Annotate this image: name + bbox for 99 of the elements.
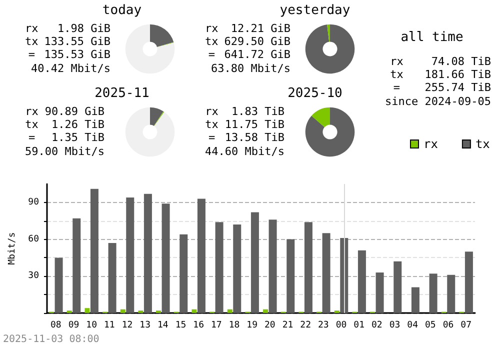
x-tick-label: 13 [140,320,151,330]
bar [215,222,224,313]
text: all time [400,30,464,45]
text: 1.98 GiB [56,22,110,35]
text: 181.66 TiB [424,68,491,81]
x-tick-label: 10 [86,320,98,330]
text: tx [25,118,39,131]
bar [394,261,402,313]
bar [84,308,90,313]
bar [429,274,438,313]
bar [250,212,259,313]
text: tx [205,35,218,48]
bar [144,194,152,313]
bar [120,309,126,313]
bar [197,198,206,313]
x-tick-label: 19 [246,320,258,330]
x-tick-label: 16 [193,320,204,330]
text: rx [205,105,219,118]
text: 1.83 TiB [230,105,284,118]
text: = [207,48,216,61]
text: 12.21 GiB [230,22,290,35]
x-tick-label: 09 [68,320,80,330]
x-tick-label: 08 [50,320,62,330]
text: 135.53 GiB [44,48,110,61]
text: 40.42 Mbit/s [30,62,110,75]
text: rx [205,22,218,35]
legend-label: tx [475,137,490,151]
x-tick-label: 11 [104,320,115,330]
text: 11.75 TiB [224,118,284,131]
text: since 2024-09-05 [385,95,491,108]
bar [376,272,384,313]
bar [233,224,242,313]
bar [358,250,366,313]
x-tick-label: 14 [157,320,168,330]
text: rx [25,105,39,118]
legend-label: rx [424,137,438,151]
bar [227,309,232,313]
x-tick-label: 12 [122,320,133,330]
y-tick-label: 60 [28,234,39,244]
x-tick-label: 01 [354,320,365,330]
x-tick-label: 18 [228,320,240,330]
y-tick-label: 30 [28,271,39,282]
x-tick-label: 15 [175,320,186,330]
chart-title: 2025-10 [286,86,344,101]
bar [268,220,277,313]
text: = [392,81,402,94]
text: 133.55 GiB [44,35,110,48]
bar [447,274,456,313]
x-tick-label: 20 [264,320,276,330]
text: tx [25,35,38,48]
text: rx [25,22,38,35]
bar [90,188,98,313]
chart-title: yesterday [278,3,352,18]
text: 1.35 TiB [50,131,104,144]
text: rx [389,55,404,68]
bar [411,287,420,313]
bar [263,309,268,313]
x-tick-label: 23 [318,320,329,330]
text: = [27,131,36,144]
x-tick-label: 02 [371,320,382,330]
bar [108,242,116,313]
text: 1.26 TiB [50,118,104,131]
y-axis-title: Mbit/s [8,232,18,265]
text: 59.00 Mbit/s [25,145,104,158]
text: 74.08 TiB [430,55,491,68]
bar [180,234,188,313]
chart-title: today [101,3,143,18]
bar [126,198,134,313]
x-tick-label: 07 [460,320,472,330]
text: 44.60 Mbit/s [205,145,284,158]
text: tx [389,68,404,81]
bar [72,218,81,313]
x-tick-label: 00 [336,320,347,330]
x-tick-label: 22 [300,320,312,330]
text: 63.80 Mbit/s [210,62,290,75]
x-tick-label: 17 [210,320,222,330]
bar [322,233,330,313]
x-tick-label: 05 [424,320,436,330]
x-tick-label: 21 [282,320,294,330]
text: 90.89 GiB [44,105,104,118]
text: tx [205,118,219,131]
bar [464,252,473,313]
bar [54,258,63,313]
bar [304,222,312,313]
x-tick-label: 03 [389,320,400,330]
y-tick-label: 90 [28,197,39,208]
text: = [207,131,216,144]
text: 641.72 GiB [224,48,290,61]
text: 255.74 TiB [424,81,491,94]
bar [192,309,197,313]
chart-title: 2025-11 [94,86,150,101]
text: 629.50 GiB [224,35,290,48]
bar [286,239,295,313]
text: 13.58 TiB [224,131,284,144]
text: = [27,48,36,61]
bar [162,204,170,313]
x-tick-label: 06 [442,320,454,330]
text: 2025-11-03 08:00 [3,334,100,345]
x-tick-label: 04 [407,320,418,330]
